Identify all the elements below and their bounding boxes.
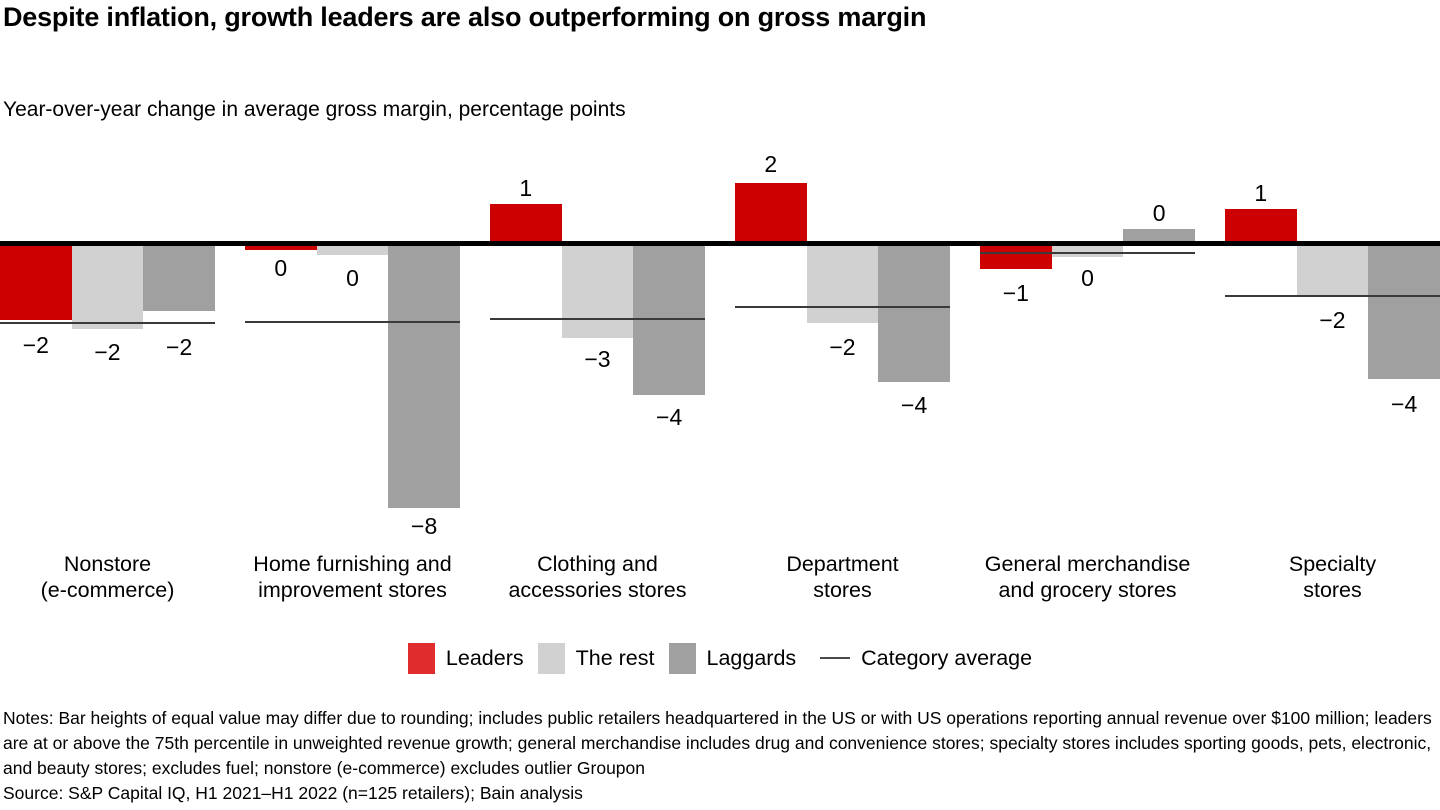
category-average-line [735,306,950,308]
legend-label-category-average: Category average [861,645,1033,670]
bar-value-label: −4 [656,404,683,430]
legend-item-leaders: Leaders [407,642,524,674]
category-group: −2 −2 −2 Nonstore (e-commerce) [0,0,215,810]
bar-the-rest [806,246,879,323]
bar-laggards [633,246,705,395]
category-label: Home furnishing and improvement stores [253,552,452,602]
bar-value-label: −4 [901,392,928,418]
category-label: Specialty stores [1288,552,1377,602]
category-group: −1 0 0 General merchandise and grocery store… [980,0,1195,810]
bar-value-label: −2 [94,339,121,365]
leaders-swatch-icon [407,642,435,674]
bar-value-label: 2 [764,151,778,177]
bar-value-label: 0 [1081,265,1094,291]
bar-value-label: −2 [166,334,193,360]
bar-leaders [735,183,807,241]
bar-value-label: −8 [411,513,438,539]
category-label: Department stores [786,552,899,602]
notes-text: Notes: Bar heights of equal value may di… [3,708,1432,778]
page-title: Despite inflation, growth leaders are al… [3,2,927,32]
bar-the-rest [71,246,144,329]
legend-label-the-rest: The rest [575,645,655,670]
category-group: 2 −2 −4 Department stores [735,0,950,810]
category-label: Nonstore (e-commerce) [40,552,175,602]
legend-label-leaders: Leaders [445,645,524,670]
bar-value-label: −2 [1319,307,1346,333]
bar-value-label: −3 [584,346,611,372]
bar-value-label: 0 [346,265,359,291]
category-average-line [245,321,460,323]
bar-leaders [0,246,72,320]
bar-value-label: −4 [1391,391,1418,417]
legend-item-category-average: Category average [810,646,1032,671]
laggards-swatch-icon [668,642,696,674]
category-average-line [1225,295,1440,297]
bar-value-label: −1 [1002,280,1029,306]
bar-laggards [878,246,950,382]
bar-leaders [980,246,1052,269]
category-label: General merchandise and grocery stores [984,552,1191,602]
the-rest-swatch-icon [537,642,565,674]
zero-axis-line [0,241,1440,246]
bar-leaders [1225,209,1297,241]
source-text: Source: S&P Capital IQ, H1 2021–H1 2022 … [3,783,583,803]
bar-laggards [1123,229,1195,241]
category-label: Clothing and accessories stores [508,552,687,602]
bar-value-label: −2 [829,334,856,360]
legend-item-the-rest: The rest [537,642,655,674]
category-group: 1 −3 −4 Clothing and accessories stores [490,0,705,810]
chart-units-label: Year-over-year change in average gross m… [3,98,626,121]
bar-the-rest [1296,246,1369,295]
chart-legend: Leaders The rest Laggards Category avera… [0,641,1440,675]
bar-value-label: 0 [274,255,288,281]
bar-laggards [388,246,460,508]
bar-leaders [490,204,562,241]
category-average-line [490,318,705,320]
legend-label-laggards: Laggards [706,645,797,670]
category-group: 1 −2 −4 Specialty stores [1225,0,1440,810]
bar-value-label: 0 [1152,200,1166,226]
average-line-icon [820,657,851,659]
bar-the-rest [1051,246,1124,257]
bar-the-rest [316,246,389,255]
bar-laggards [1368,246,1440,379]
bar-value-label: 1 [1254,180,1268,206]
bar-laggards [143,246,215,311]
chart-footer: Notes: Bar heights of equal value may di… [3,706,1439,806]
legend-item-laggards: Laggards [668,642,797,674]
bar-value-label: −2 [22,332,49,358]
bar-leaders [245,246,317,250]
bar-value-label: 1 [519,175,533,201]
category-group: 0 0 −8 Home furnishing and improvement store… [245,0,460,810]
category-average-line [980,252,1195,254]
bar-the-rest [561,246,634,338]
category-average-line [0,322,215,324]
